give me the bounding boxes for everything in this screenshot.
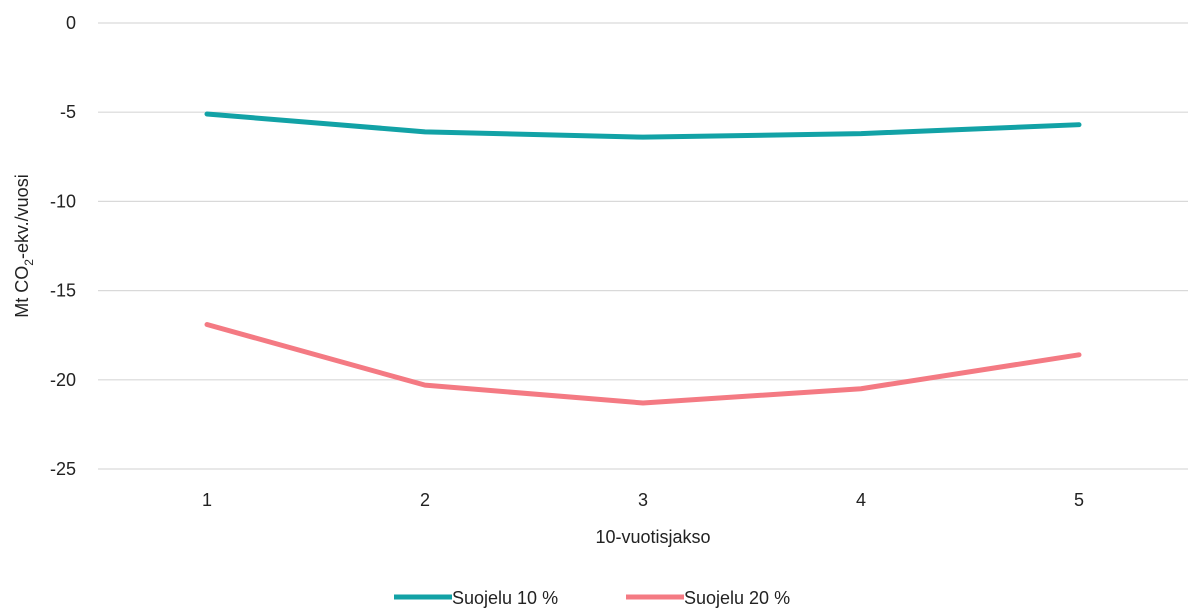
series-line-1 (204, 111, 1082, 140)
legend-label-2: Suojelu 20 % (684, 588, 790, 608)
x-tick-label: 4 (856, 490, 866, 510)
series-lines (204, 111, 1082, 406)
gridlines (98, 22, 1188, 470)
y-tick-label: -25 (50, 459, 76, 479)
y-tick-label: -5 (60, 102, 76, 122)
y-axis-ticks: 0 -5 -10 -15 -20 -25 (50, 13, 76, 479)
x-tick-label: 2 (420, 490, 430, 510)
y-axis-title-suffix: -ekv./vuosi (12, 174, 32, 259)
x-axis-title: 10-vuotisjakso (595, 527, 710, 547)
x-tick-label: 1 (202, 490, 212, 510)
y-axis-title-subscript: 2 (22, 259, 36, 266)
series-line-2 (204, 321, 1082, 406)
y-tick-label: 0 (66, 13, 76, 33)
x-tick-label: 5 (1074, 490, 1084, 510)
y-tick-label: -10 (50, 191, 76, 211)
y-axis-title: Mt CO2-ekv./vuosi (12, 174, 36, 317)
legend-label-1: Suojelu 10 % (452, 588, 558, 608)
legend: Suojelu 10 % Suojelu 20 % (394, 588, 790, 608)
y-tick-label: -20 (50, 370, 76, 390)
y-axis-title-prefix: Mt CO (12, 266, 32, 318)
y-tick-label: -15 (50, 281, 76, 301)
x-axis-ticks: 1 2 3 4 5 (202, 490, 1084, 510)
x-tick-label: 3 (638, 490, 648, 510)
